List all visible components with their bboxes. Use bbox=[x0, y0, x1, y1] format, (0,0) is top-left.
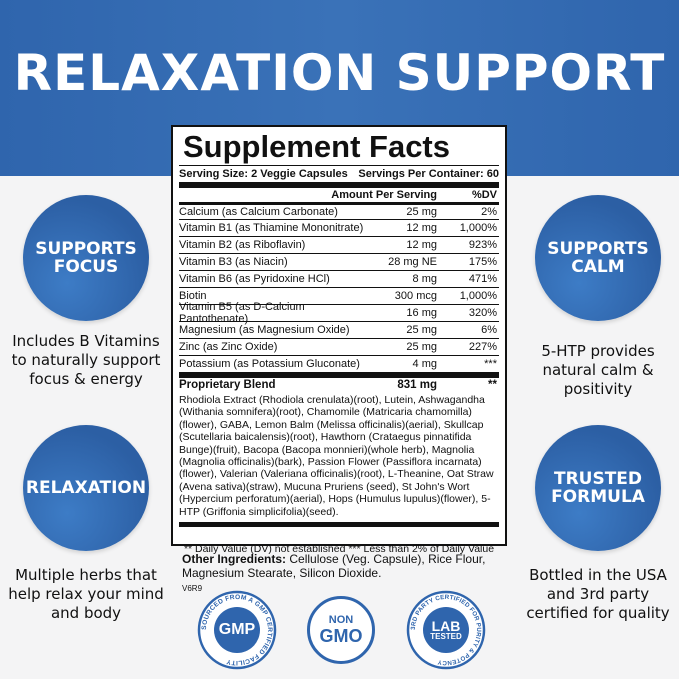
gmp-badge-icon: SOURCED FROM A GMP CERTIFIED FACILITY GM… bbox=[197, 590, 277, 670]
other-label: Other Ingredients: bbox=[182, 552, 287, 566]
nutrient-row: Calcium (as Calcium Carbonate) 25 mg 2% bbox=[179, 202, 499, 219]
blend-dv: ** bbox=[488, 379, 497, 391]
servings-per-container: Servings Per Container: 60 bbox=[358, 168, 499, 180]
nutrient-amount: 25 mg bbox=[406, 341, 437, 353]
nutrient-dv: 175% bbox=[468, 256, 497, 268]
nutrient-amount: 25 mg bbox=[406, 206, 437, 218]
nutrient-row: Zinc (as Zinc Oxide) 25 mg 227% bbox=[179, 338, 499, 355]
blend-ingredients: Rhodiola Extract (Rhodiola crenulata)(ro… bbox=[179, 394, 494, 518]
nutrient-dv: *** bbox=[484, 358, 497, 370]
facts-heading: Supplement Facts bbox=[183, 129, 450, 164]
nutrient-amount: 12 mg bbox=[406, 239, 437, 251]
nutrient-dv: 1,000% bbox=[459, 290, 497, 302]
nutrient-amount: 28 mg NE bbox=[388, 256, 437, 268]
lab-label: LAB bbox=[431, 618, 461, 634]
non-gmo-badge-icon: NON GMO bbox=[307, 596, 375, 664]
nutrient-name: Zinc (as Zinc Oxide) bbox=[179, 341, 278, 353]
nutrient-amount: 300 mcg bbox=[394, 290, 437, 302]
blend-amount: 831 mg bbox=[397, 379, 437, 391]
nutrient-dv: 923% bbox=[468, 239, 497, 251]
nutrient-amount: 16 mg bbox=[406, 307, 437, 319]
nutrient-dv: 227% bbox=[468, 341, 497, 353]
badge-trusted-formula: TRUSTED FORMULA bbox=[535, 425, 661, 551]
nutrient-amount: 25 mg bbox=[406, 324, 437, 336]
nutrient-dv: 320% bbox=[468, 307, 497, 319]
nutrient-name: Vitamin B3 (as Niacin) bbox=[179, 256, 288, 268]
nutrient-dv: 2% bbox=[481, 206, 497, 218]
nutrient-name: Vitamin B6 (as Pyridoxine HCl) bbox=[179, 273, 330, 285]
non-gmo-top: NON bbox=[328, 613, 354, 626]
nutrient-amount: 12 mg bbox=[406, 222, 437, 234]
nutrient-row: Vitamin B6 (as Pyridoxine HCl) 8 mg 471% bbox=[179, 270, 499, 287]
nutrient-row: Potassium (as Potassium Gluconate) 4 mg **… bbox=[179, 355, 499, 372]
nutrient-name: Potassium (as Potassium Gluconate) bbox=[179, 358, 360, 370]
tested-label: TESTED bbox=[430, 632, 462, 641]
nutrient-row: Vitamin B5 (as D-Calcium Pantothenate) 16… bbox=[179, 301, 499, 325]
nutrient-name: Biotin bbox=[179, 290, 207, 302]
calm-description: 5-HTP provides natural calm & positivity bbox=[541, 342, 655, 398]
non-gmo-bottom: GMO bbox=[319, 625, 363, 646]
nutrient-name: Calcium (as Calcium Carbonate) bbox=[179, 206, 338, 218]
nutrient-dv: 1,000% bbox=[459, 222, 497, 234]
amount-header: Amount Per Serving bbox=[331, 189, 437, 201]
nutrient-row: Biotin 300 mcg 1,000% bbox=[179, 287, 499, 304]
nutrient-row: Vitamin B2 (as Riboflavin) 12 mg 923% bbox=[179, 236, 499, 253]
badge-relaxation: RELAXATION bbox=[23, 425, 149, 551]
footnote: ** Daily Value (DV) not established *** … bbox=[183, 543, 495, 556]
nutrient-row: Vitamin B1 (as Thiamine Mononitrate) 12 m… bbox=[179, 219, 499, 236]
nutrient-name: Vitamin B2 (as Riboflavin) bbox=[179, 239, 306, 251]
lab-tested-badge-icon: 3RD PARTY CERTIFIED FOR PURITY & POTENCY… bbox=[406, 590, 486, 670]
dv-header: %DV bbox=[471, 189, 497, 201]
lot-code: V6R9 bbox=[182, 584, 203, 593]
relaxation-description: Multiple herbs that help relax your mind… bbox=[8, 566, 164, 622]
nutrient-amount: 4 mg bbox=[412, 358, 437, 370]
other-ingredients: Other Ingredients: Cellulose (Veg. Capsu… bbox=[182, 552, 502, 596]
nutrient-name: Magnesium (as Magnesium Oxide) bbox=[179, 324, 350, 336]
nutrient-name: Vitamin B1 (as Thiamine Mononitrate) bbox=[179, 222, 364, 234]
nutrient-name: Vitamin B5 (as D-Calcium Pantothenate) bbox=[179, 301, 305, 325]
nutrient-dv: 471% bbox=[468, 273, 497, 285]
supplement-facts-panel: Supplement Facts Serving Size: 2 Veggie … bbox=[171, 125, 507, 555]
nutrient-row: Magnesium (as Magnesium Oxide) 25 mg 6% bbox=[179, 321, 499, 338]
trusted-description: Bottled in the USA and 3rd party certifi… bbox=[526, 566, 670, 622]
nutrient-row: Vitamin B3 (as Niacin) 28 mg NE 175% bbox=[179, 253, 499, 270]
nutrient-dv: 6% bbox=[481, 324, 497, 336]
focus-description: Includes B Vitamins to naturally support… bbox=[11, 332, 161, 388]
gmp-label: GMP bbox=[218, 621, 256, 638]
other-text: Cellulose (Veg. Capsule), Rice Flour, Ma… bbox=[182, 552, 486, 580]
page-title: RELAXATION SUPPORT bbox=[13, 44, 666, 102]
nutrient-amount: 8 mg bbox=[412, 273, 437, 285]
serving-size: Serving Size: 2 Veggie Capsules bbox=[179, 168, 348, 180]
badge-supports-focus: SUPPORTS FOCUS bbox=[23, 195, 149, 321]
badge-supports-calm: SUPPORTS CALM bbox=[535, 195, 661, 321]
blend-name: Proprietary Blend bbox=[179, 379, 276, 391]
